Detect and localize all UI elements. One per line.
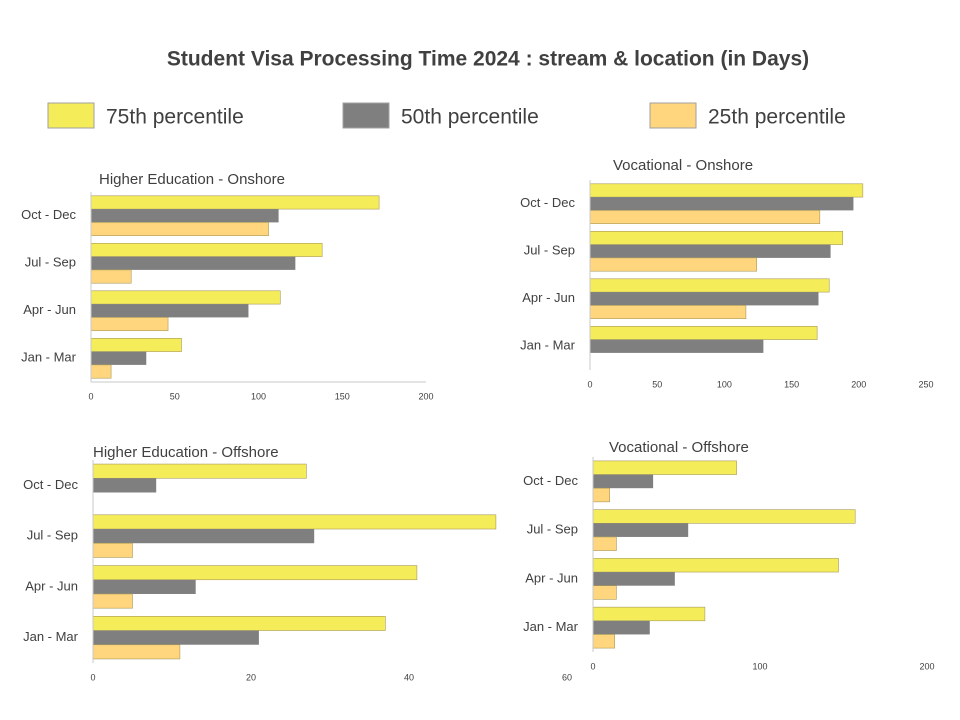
y-tick-label: Jul - Sep: [25, 255, 76, 270]
x-tick-label: 200: [919, 661, 934, 671]
y-tick-label: Jan - Mar: [23, 629, 79, 644]
bar: [589, 210, 821, 224]
bar: [90, 222, 269, 236]
bar: [92, 463, 307, 479]
x-tick-label: 0: [90, 672, 95, 682]
bar: [91, 351, 147, 365]
x-tick-label: 200: [418, 391, 433, 401]
bar: [592, 487, 611, 503]
bar: [92, 593, 133, 609]
y-tick-label: Jul - Sep: [524, 243, 575, 258]
bar: [92, 514, 497, 530]
bar: [592, 634, 616, 649]
bar: [589, 231, 843, 245]
bar: [90, 317, 169, 331]
bar: [92, 565, 418, 581]
x-tick-label: 40: [404, 672, 414, 682]
x-tick-label: 200: [851, 379, 866, 389]
legend-swatch: [342, 102, 390, 129]
bar: [90, 364, 112, 379]
y-tick-label: Jul - Sep: [527, 522, 578, 537]
bar: [91, 209, 279, 223]
y-tick-label: Apr - Jun: [25, 578, 78, 593]
x-tick-label: 20: [246, 672, 256, 682]
x-tick-label: 0: [88, 391, 93, 401]
bar: [90, 290, 281, 305]
bar: [589, 278, 830, 293]
legend-swatch: [649, 102, 697, 129]
bar: [592, 606, 706, 622]
bar: [93, 478, 157, 493]
legend-label: 25th percentile: [708, 106, 846, 129]
bar: [93, 529, 315, 544]
bar: [90, 195, 380, 210]
x-tick-label: 150: [335, 391, 350, 401]
y-tick-label: Oct - Dec: [520, 195, 575, 210]
x-tick-label: 100: [717, 379, 732, 389]
bar: [593, 620, 650, 635]
subplot-title: Higher Education - Offshore: [93, 444, 279, 461]
bar: [589, 305, 747, 319]
bar: [91, 256, 296, 270]
bar: [592, 460, 737, 475]
bar: [93, 579, 196, 594]
bar: [90, 269, 132, 284]
x-tick-label: 50: [652, 379, 662, 389]
bar: [590, 292, 819, 306]
x-tick-label: 0: [587, 379, 592, 389]
bar: [590, 197, 854, 211]
bar: [90, 337, 182, 352]
bar: [593, 572, 675, 586]
y-tick-label: Jan - Mar: [21, 350, 77, 365]
y-tick-label: Jan - Mar: [523, 619, 579, 634]
bar: [93, 630, 259, 645]
bar: [592, 536, 617, 551]
bar: [590, 339, 764, 353]
x-tick-label: 50: [170, 391, 180, 401]
x-tick-label: 100: [752, 661, 767, 671]
x-tick-label: 150: [784, 379, 799, 389]
bar: [90, 243, 323, 257]
y-tick-label: Apr - Jun: [23, 302, 76, 317]
y-tick-label: Apr - Jun: [522, 290, 575, 305]
bar: [593, 474, 654, 489]
bar: [592, 509, 856, 524]
bar: [92, 542, 133, 558]
x-tick-label: 100: [251, 391, 266, 401]
legend-swatch: [47, 102, 95, 129]
bar: [589, 257, 757, 272]
y-tick-label: Oct - Dec: [523, 473, 578, 488]
y-tick-label: Jul - Sep: [27, 528, 78, 543]
legend-label: 75th percentile: [106, 106, 244, 129]
y-tick-label: Jan - Mar: [520, 338, 576, 353]
bar: [92, 616, 386, 631]
bar: [593, 523, 689, 537]
y-tick-label: Oct - Dec: [23, 477, 78, 492]
bar: [590, 244, 831, 258]
chart-title: Student Visa Processing Time 2024 : stre…: [167, 48, 809, 71]
bar: [589, 183, 864, 198]
y-tick-label: Apr - Jun: [525, 570, 578, 585]
subplot-title: Higher Education - Onshore: [99, 171, 285, 188]
subplot-title: Vocational - Offshore: [609, 439, 749, 456]
legend-label: 50th percentile: [401, 106, 539, 129]
bar: [592, 558, 839, 573]
subplot-title: Vocational - Onshore: [613, 157, 753, 174]
y-tick-label: Oct - Dec: [21, 207, 76, 222]
bar: [592, 585, 617, 600]
x-tick-label: 60: [562, 672, 572, 682]
bar: [91, 304, 249, 318]
bar: [92, 644, 181, 660]
bar: [589, 325, 818, 340]
x-tick-label: 0: [590, 661, 595, 671]
x-tick-label: 250: [918, 379, 933, 389]
